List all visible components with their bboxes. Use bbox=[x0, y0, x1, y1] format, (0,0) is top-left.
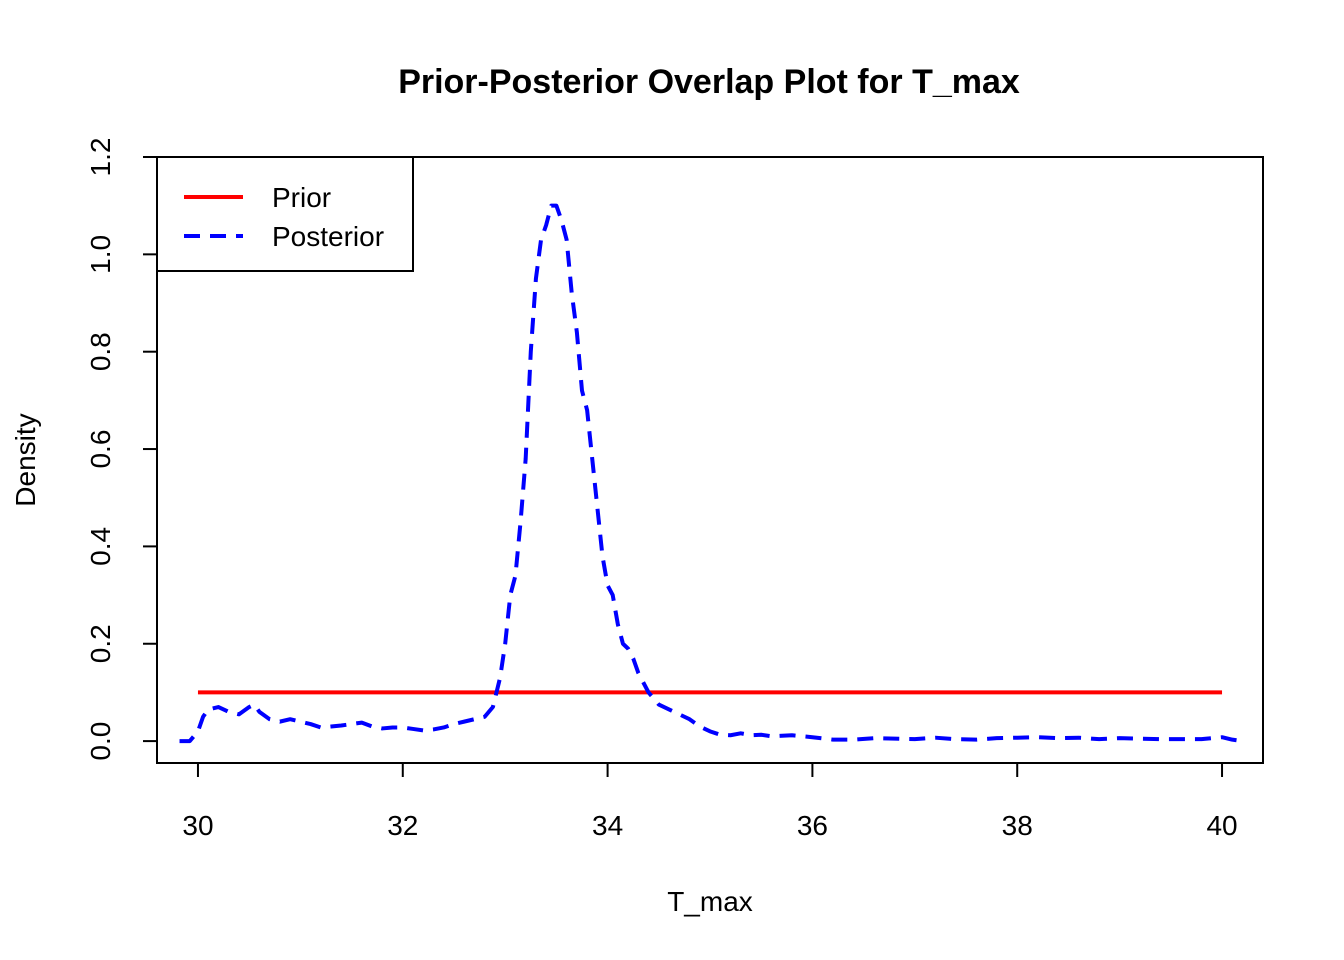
x-tick-label: 36 bbox=[797, 810, 828, 841]
x-axis-label: T_max bbox=[667, 886, 753, 917]
x-axis: 30 32 34 36 38 40 bbox=[182, 762, 1238, 841]
chart-title: Prior-Posterior Overlap Plot for T_max bbox=[398, 63, 1020, 101]
y-axis-label: Density bbox=[10, 413, 41, 506]
x-tick-label: 32 bbox=[387, 810, 418, 841]
y-tick-label: 0.2 bbox=[85, 624, 116, 663]
legend: Prior Posterior bbox=[156, 156, 414, 272]
x-tick-label: 34 bbox=[592, 810, 623, 841]
series-line-posterior bbox=[179, 203, 1243, 744]
x-tick-label: 38 bbox=[1002, 810, 1033, 841]
x-tick-label: 30 bbox=[182, 810, 213, 841]
y-tick-label: 0.4 bbox=[85, 527, 116, 566]
x-tick-label: 40 bbox=[1206, 810, 1237, 841]
legend-label-posterior: Posterior bbox=[272, 221, 384, 252]
y-tick-label: 0.8 bbox=[85, 332, 116, 371]
y-tick-label: 1.2 bbox=[85, 138, 116, 177]
y-tick-label: 1.0 bbox=[85, 235, 116, 274]
y-tick-label: 0.6 bbox=[85, 430, 116, 469]
series-layer bbox=[179, 203, 1243, 744]
y-tick-label: 0.0 bbox=[85, 722, 116, 761]
legend-box bbox=[156, 156, 414, 272]
y-axis: 0.0 0.2 0.4 0.6 0.8 1.0 1.2 bbox=[85, 138, 158, 761]
legend-label-prior: Prior bbox=[272, 182, 331, 213]
